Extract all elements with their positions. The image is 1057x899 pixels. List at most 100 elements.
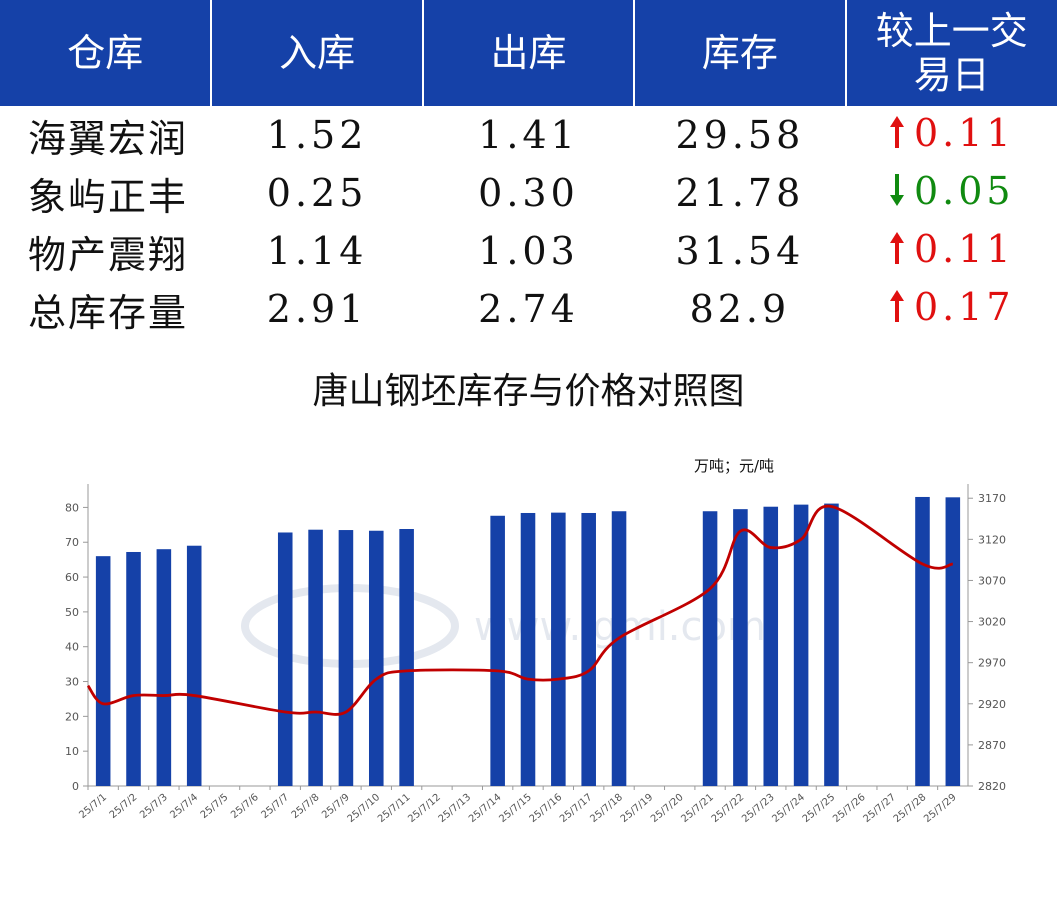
header-change-line1: 较上一交 xyxy=(875,9,1028,53)
table-row: 总库存量 2.91 2.74 82.9 0.17 xyxy=(0,280,1057,338)
x-tick-label: 25/7/5 xyxy=(199,792,231,821)
change-value: 0.05 xyxy=(913,169,1015,213)
change-value: 0.11 xyxy=(913,111,1015,155)
bar xyxy=(551,512,566,786)
x-tick-label: 25/7/22 xyxy=(710,792,747,825)
x-tick-label: 25/7/16 xyxy=(528,792,565,825)
x-tick-label: 25/7/19 xyxy=(619,792,656,825)
bar xyxy=(95,556,111,786)
x-tick-label: 25/7/28 xyxy=(892,792,929,825)
table-row: 海翼宏润 1.52 1.41 29.58 0.11 xyxy=(0,106,1057,164)
inbound-value: 2.91 xyxy=(266,287,368,331)
bar xyxy=(945,497,961,786)
y-right-tick-label: 3120 xyxy=(978,533,1006,546)
bar xyxy=(308,529,323,786)
warehouse-name: 物产震翔 xyxy=(28,232,189,277)
table-row: 象屿正丰 0.25 0.30 21.78 0.05 xyxy=(0,164,1057,222)
bar xyxy=(186,545,202,786)
header-change: 较上一交 易日 xyxy=(845,0,1057,106)
bar xyxy=(763,506,779,786)
bar xyxy=(490,515,505,786)
y-right-tick-label: 2970 xyxy=(978,657,1006,670)
change-cell: 0.17 xyxy=(846,280,1057,338)
header-inbound: 入库 xyxy=(211,0,424,106)
y-right-tick-label: 3070 xyxy=(978,574,1006,587)
x-tick-label: 25/7/10 xyxy=(346,792,383,825)
x-tick-label: 25/7/17 xyxy=(558,792,595,825)
bar xyxy=(368,530,384,786)
y-right-tick-label: 2820 xyxy=(978,780,1006,793)
warehouse-name: 总库存量 xyxy=(28,290,189,335)
x-tick-label: 25/7/13 xyxy=(437,792,474,825)
y-left-tick-label: 50 xyxy=(65,606,79,619)
x-tick-label: 25/7/29 xyxy=(922,792,959,825)
y-left-tick-label: 70 xyxy=(65,536,79,549)
warehouse-name: 海翼宏润 xyxy=(28,116,189,161)
header-warehouse: 仓库 xyxy=(0,0,213,106)
bar xyxy=(611,511,627,786)
y-left-tick-label: 40 xyxy=(65,641,79,654)
bar xyxy=(277,532,293,786)
bar xyxy=(520,512,536,786)
x-tick-label: 25/7/6 xyxy=(229,792,261,821)
outbound-value: 2.74 xyxy=(478,287,579,331)
x-tick-label: 25/7/7 xyxy=(259,792,291,821)
y-left-tick-label: 10 xyxy=(65,745,79,758)
change-cell: 0.11 xyxy=(846,106,1057,164)
stock-value: 21.78 xyxy=(675,171,805,215)
bar xyxy=(915,496,930,786)
bar xyxy=(126,551,141,786)
price-line xyxy=(86,504,954,716)
x-tick-label: 25/7/2 xyxy=(108,792,140,821)
x-tick-label: 25/7/14 xyxy=(467,792,504,825)
x-tick-label: 25/7/4 xyxy=(168,792,200,821)
chart-area: 唐山钢坯库存与价格对照图 万吨；元/吨 www.lgmi.com01020304… xyxy=(0,340,1057,895)
y-left-tick-label: 80 xyxy=(65,501,79,514)
stock-value: 29.58 xyxy=(675,113,805,157)
table-header-row: 仓库 入库 出库 库存 较上一交 易日 xyxy=(0,0,1057,106)
x-tick-label: 25/7/21 xyxy=(679,792,716,825)
bar xyxy=(824,503,839,786)
y-left-tick-label: 60 xyxy=(65,571,79,584)
x-tick-label: 25/7/1 xyxy=(77,792,109,821)
x-tick-label: 25/7/27 xyxy=(861,792,898,825)
stock-value: 31.54 xyxy=(675,229,805,273)
x-tick-label: 25/7/15 xyxy=(497,792,534,825)
combo-chart: www.lgmi.com0102030405060708028202870292… xyxy=(65,484,1006,825)
y-left-tick-label: 20 xyxy=(65,710,79,723)
x-tick-label: 25/7/11 xyxy=(376,792,413,825)
x-tick-label: 25/7/20 xyxy=(649,792,686,825)
header-change-line2: 易日 xyxy=(913,53,990,97)
arrow-up-icon xyxy=(888,230,906,275)
outbound-value: 1.41 xyxy=(478,113,579,157)
change-value: 0.11 xyxy=(913,227,1015,271)
inbound-value: 0.25 xyxy=(266,171,368,215)
arrow-up-icon xyxy=(888,114,906,159)
y-right-tick-label: 2920 xyxy=(978,698,1006,711)
change-cell: 0.11 xyxy=(846,222,1057,280)
x-tick-label: 25/7/18 xyxy=(588,792,625,825)
change-cell: 0.05 xyxy=(846,164,1057,222)
x-tick-label: 25/7/12 xyxy=(406,792,443,825)
chart-title: 唐山钢坯库存与价格对照图 xyxy=(312,371,745,412)
inventory-table: 仓库 入库 出库 库存 较上一交 易日 海翼宏润 1.52 1.41 29.58 0.11… xyxy=(0,0,1057,338)
y-right-tick-label: 3170 xyxy=(978,492,1006,505)
bar xyxy=(399,529,414,786)
bar xyxy=(338,530,354,786)
header-stock: 库存 xyxy=(634,0,847,106)
bar xyxy=(581,512,596,786)
unit-label: 万吨；元/吨 xyxy=(694,457,775,475)
x-tick-label: 25/7/24 xyxy=(770,792,807,825)
y-right-tick-label: 2870 xyxy=(978,739,1006,752)
stock-value: 82.9 xyxy=(689,287,791,331)
header-outbound: 出库 xyxy=(422,0,636,106)
y-left-tick-label: 0 xyxy=(72,780,79,793)
x-tick-label: 25/7/26 xyxy=(831,792,868,825)
x-tick-label: 25/7/25 xyxy=(801,792,838,825)
outbound-value: 1.03 xyxy=(478,229,579,273)
x-tick-label: 25/7/8 xyxy=(290,792,322,821)
x-tick-label: 25/7/3 xyxy=(138,792,170,821)
bar xyxy=(793,504,809,786)
bar xyxy=(733,509,748,786)
table-row: 物产震翔 1.14 1.03 31.54 0.11 xyxy=(0,222,1057,280)
